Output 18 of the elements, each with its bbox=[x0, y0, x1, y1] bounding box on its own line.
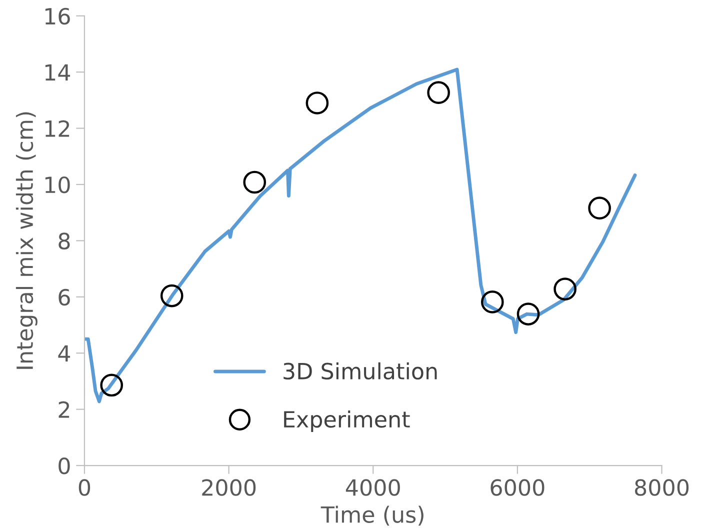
x-axis-title: Time (us) bbox=[320, 506, 424, 526]
legend-label: 3D Simulation bbox=[284, 362, 437, 380]
x-tick-label: 4000 bbox=[346, 479, 400, 496]
y-tick-label: 2 bbox=[58, 401, 70, 418]
x-tick-label: 6000 bbox=[490, 479, 544, 496]
legend-label: Experiment bbox=[284, 410, 410, 432]
y-axis-title: Integral mix width (cm) bbox=[16, 112, 38, 369]
x-tick-label: 8000 bbox=[634, 479, 689, 496]
y-tick-label: 16 bbox=[45, 8, 70, 25]
y-tick-label: 8 bbox=[58, 232, 70, 250]
y-tick-label: 6 bbox=[58, 288, 70, 306]
y-tick-label: 10 bbox=[45, 176, 70, 194]
y-tick-label: 4 bbox=[58, 345, 70, 362]
y-tick-label: 12 bbox=[45, 120, 70, 137]
y-tick-label: 14 bbox=[45, 64, 70, 81]
x-tick-label: 2000 bbox=[202, 479, 256, 496]
y-tick-label: 0 bbox=[58, 457, 70, 474]
x-tick-label: 0 bbox=[78, 479, 90, 496]
